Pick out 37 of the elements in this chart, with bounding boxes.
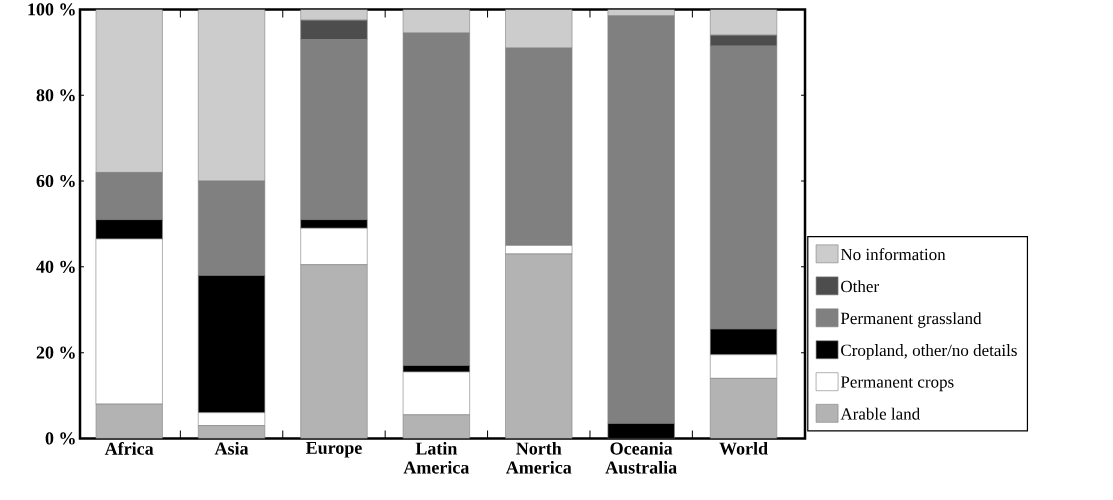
x-tick-label: Oceania Australia bbox=[605, 441, 677, 474]
y-tick-label: 40 % bbox=[36, 260, 75, 273]
bar bbox=[505, 9, 573, 49]
bar bbox=[403, 414, 470, 439]
x-tick-label: North America bbox=[505, 441, 572, 474]
legend-label: Cropland, other/no details bbox=[841, 343, 1017, 360]
bar bbox=[197, 274, 266, 413]
y-tick-label: 100 % bbox=[28, 3, 75, 16]
bar bbox=[95, 403, 163, 439]
bar bbox=[300, 264, 368, 439]
legend-label: No information bbox=[840, 247, 946, 261]
y-tick-label: 80 % bbox=[36, 88, 75, 102]
bar bbox=[197, 9, 266, 182]
x-tick-label: Europe bbox=[305, 441, 362, 458]
bar bbox=[709, 377, 778, 439]
legend-label: Arable land bbox=[840, 407, 920, 420]
bar bbox=[300, 9, 368, 21]
bar bbox=[709, 328, 778, 355]
y-tick-label: 20 % bbox=[36, 346, 75, 359]
bar bbox=[505, 253, 573, 439]
y-tick-label: 60 % bbox=[36, 174, 75, 187]
y-tick-label: 0 % bbox=[45, 432, 75, 445]
legend-label: Permanent grassland bbox=[840, 311, 982, 328]
bar bbox=[709, 9, 778, 36]
bar bbox=[198, 425, 265, 439]
bar bbox=[197, 412, 266, 426]
legend-label: Permanent crops bbox=[840, 376, 954, 391]
bar bbox=[95, 9, 163, 173]
x-tick-label: World bbox=[719, 441, 768, 455]
x-tick-label: Africa bbox=[104, 441, 154, 455]
bar bbox=[95, 219, 163, 240]
bar bbox=[300, 219, 368, 229]
x-tick-label: Asia bbox=[214, 441, 249, 455]
legend-label: Other bbox=[841, 280, 879, 292]
bar bbox=[402, 9, 470, 34]
x-tick-label: Latin America bbox=[403, 441, 470, 474]
bar bbox=[402, 371, 470, 415]
